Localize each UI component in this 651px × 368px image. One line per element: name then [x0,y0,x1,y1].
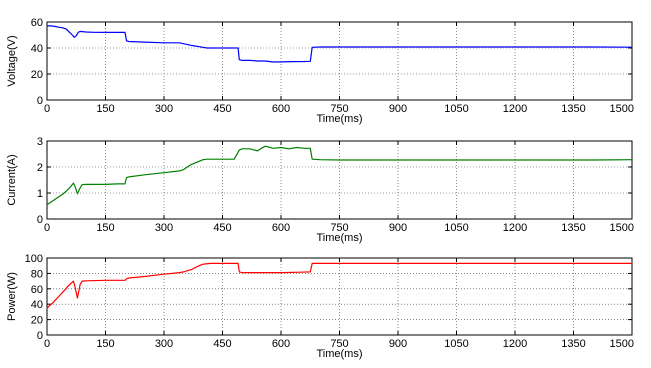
y-tick-label: 60 [31,17,43,29]
x-tick-label: 450 [213,222,231,234]
x-axis-label: Time(ms) [316,348,362,360]
chart-panel-3: 0 150 300 450 600 750 900 1050 1200 1350 150002040… [6,253,634,360]
x-tick-label: 900 [389,103,407,115]
x-tick-label: 1200 [503,103,527,115]
y-tick-label: 100 [25,253,43,265]
x-tick-label: 1500 [610,338,634,350]
x-tick-label: 1350 [561,103,585,115]
series-line-1-1 [47,25,633,63]
x-tick-label: 1200 [503,338,527,350]
y-tick-label: 1 [37,188,43,200]
x-tick-label: 300 [155,103,173,115]
x-tick-label: 1500 [610,103,634,115]
x-tick-label: 300 [155,222,173,234]
y-axis-label: Power(W) [6,272,18,321]
x-tick-label: 1350 [561,222,585,234]
x-tick-label: 750 [330,103,348,115]
chart-panel-1: 0 150 300 450 600 750 900 1050 1200 1350 1500 0 20 40… [6,17,634,125]
x-tick-label: 600 [272,338,290,350]
x-tick-label: 150 [96,222,114,234]
y-tick-label: 60 [31,284,43,296]
series-line-3-1 [46,262,632,309]
chart-panel-2: 0 150 300 450 600 750 900 1050 1200 1350 1500 0 1 2 3 T… [6,136,634,244]
x-tick-label: 1500 [610,222,634,234]
x-tick-label: 450 [213,338,231,350]
x-tick-label: 900 [389,222,407,234]
x-tick-label: 150 [96,338,114,350]
y-tick-label: 3 [37,136,43,148]
y-tick-label: 40 [31,299,43,311]
x-tick-label: 600 [272,103,290,115]
y-tick-label: 0 [37,330,43,342]
x-tick-label: 0 [44,103,50,115]
x-tick-label: 0 [44,222,50,234]
x-tick-label: 300 [155,338,173,350]
x-tick-label: 1350 [561,338,585,350]
x-tick-label: 1050 [444,338,468,350]
plot-area [46,257,633,336]
y-axis-label: Current(A) [6,154,18,205]
y-tick-label: 2 [37,162,43,174]
x-tick-label: 1050 [444,103,468,115]
y-tick-label: 80 [31,268,43,280]
y-axis-label: Voltage(V) [6,35,18,86]
x-axis-label: Time(ms) [316,113,362,125]
y-tick-label: 20 [31,69,43,81]
series-line-2-1 [46,145,633,206]
x-tick-label: 450 [213,103,231,115]
y-tick-label: 40 [31,43,43,55]
x-tick-label: 1200 [503,222,527,234]
x-tick-label: 900 [389,338,407,350]
y-tick-label: 20 [31,315,43,327]
x-tick-label: 750 [330,222,348,234]
x-tick-label: 0 [44,338,50,350]
y-tick-label: 0 [37,214,43,226]
y-tick-label: 0 [37,95,43,107]
x-axis-label: Time(ms) [316,232,362,244]
x-tick-label: 600 [272,222,290,234]
x-tick-label: 1050 [444,222,468,234]
x-tick-label: 750 [330,338,348,350]
x-tick-label: 150 [96,103,114,115]
